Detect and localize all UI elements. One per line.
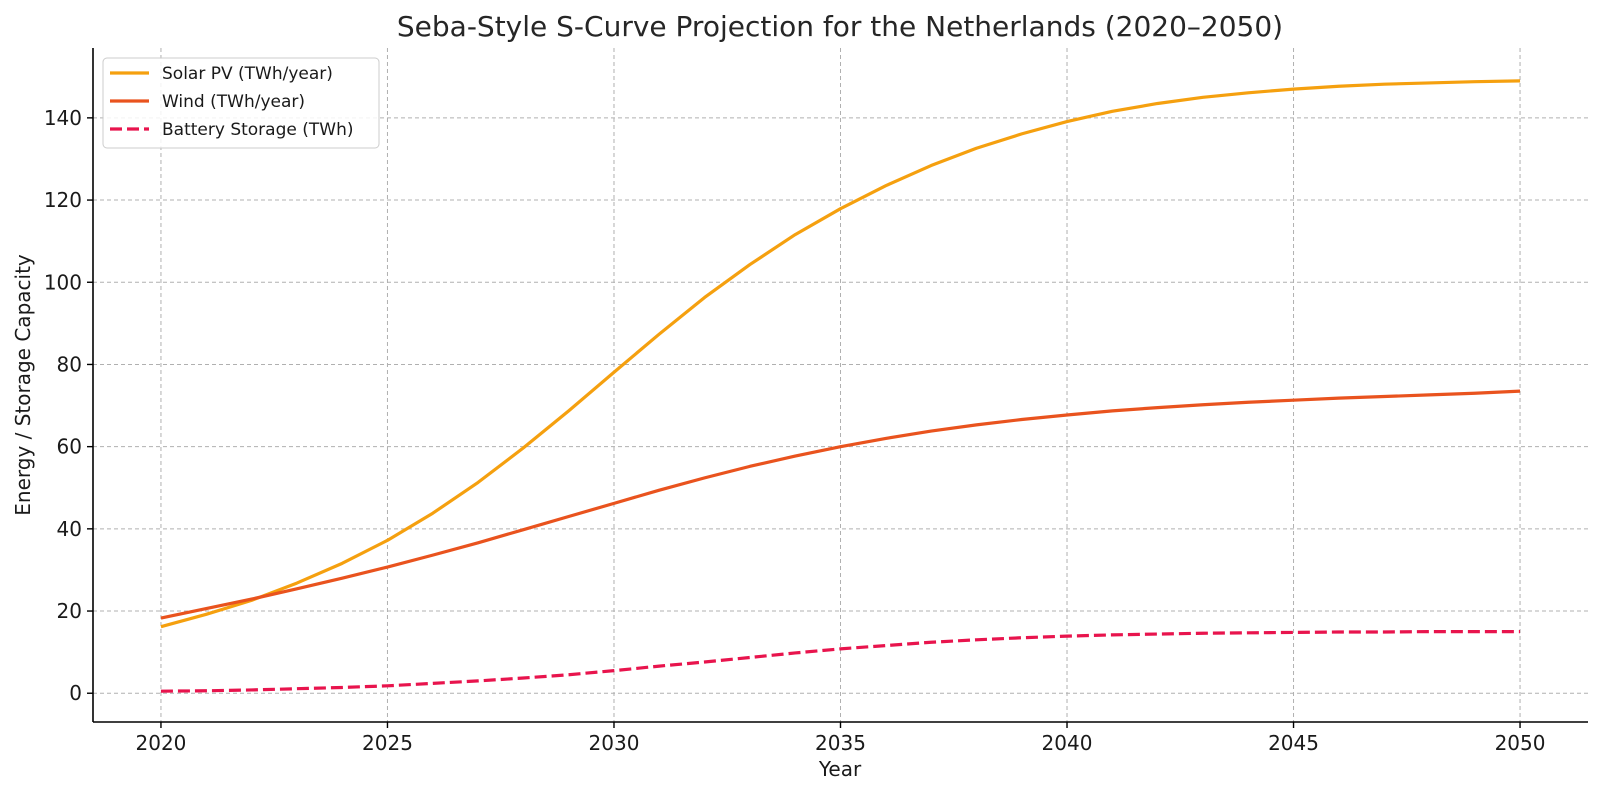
x-tick-label: 2030 — [589, 731, 640, 755]
y-axis-label: Energy / Storage Capacity — [11, 254, 35, 516]
chart-title: Seba-Style S-Curve Projection for the Ne… — [397, 10, 1283, 43]
y-tick-label: 140 — [44, 106, 82, 130]
legend-label-wind: Wind (TWh/year) — [162, 92, 305, 112]
legend-label-battery: Battery Storage (TWh) — [162, 120, 353, 140]
y-tick-label: 120 — [44, 188, 82, 212]
x-tick-label: 2040 — [1042, 731, 1093, 755]
legend-label-solar: Solar PV (TWh/year) — [162, 64, 333, 84]
x-axis-label: Year — [818, 757, 862, 781]
x-tick-label: 2025 — [362, 731, 413, 755]
series-line-wind — [160, 389, 1521, 620]
legend: Solar PV (TWh/year) Wind (TWh/year) Batter… — [102, 57, 380, 149]
series-line-solar — [160, 79, 1521, 629]
x-tick-label: 2050 — [1495, 731, 1546, 755]
series-lines — [160, 79, 1521, 693]
axis-ticks: 2020 2025 2030 2035 2040 2045 2050020406080100… — [44, 106, 1546, 755]
x-tick-label: 2035 — [815, 731, 866, 755]
y-tick-label: 20 — [57, 599, 82, 623]
y-tick-label: 80 — [57, 352, 82, 376]
y-tick-label: 100 — [44, 270, 82, 294]
y-tick-label: 60 — [57, 435, 82, 459]
series-line-battery — [160, 629, 1521, 693]
legend-frame — [102, 57, 380, 149]
y-tick-label: 40 — [57, 517, 82, 541]
x-tick-label: 2045 — [1268, 731, 1319, 755]
y-tick-label: 0 — [69, 681, 82, 705]
grid — [93, 48, 1588, 722]
x-tick-label: 2020 — [136, 731, 187, 755]
